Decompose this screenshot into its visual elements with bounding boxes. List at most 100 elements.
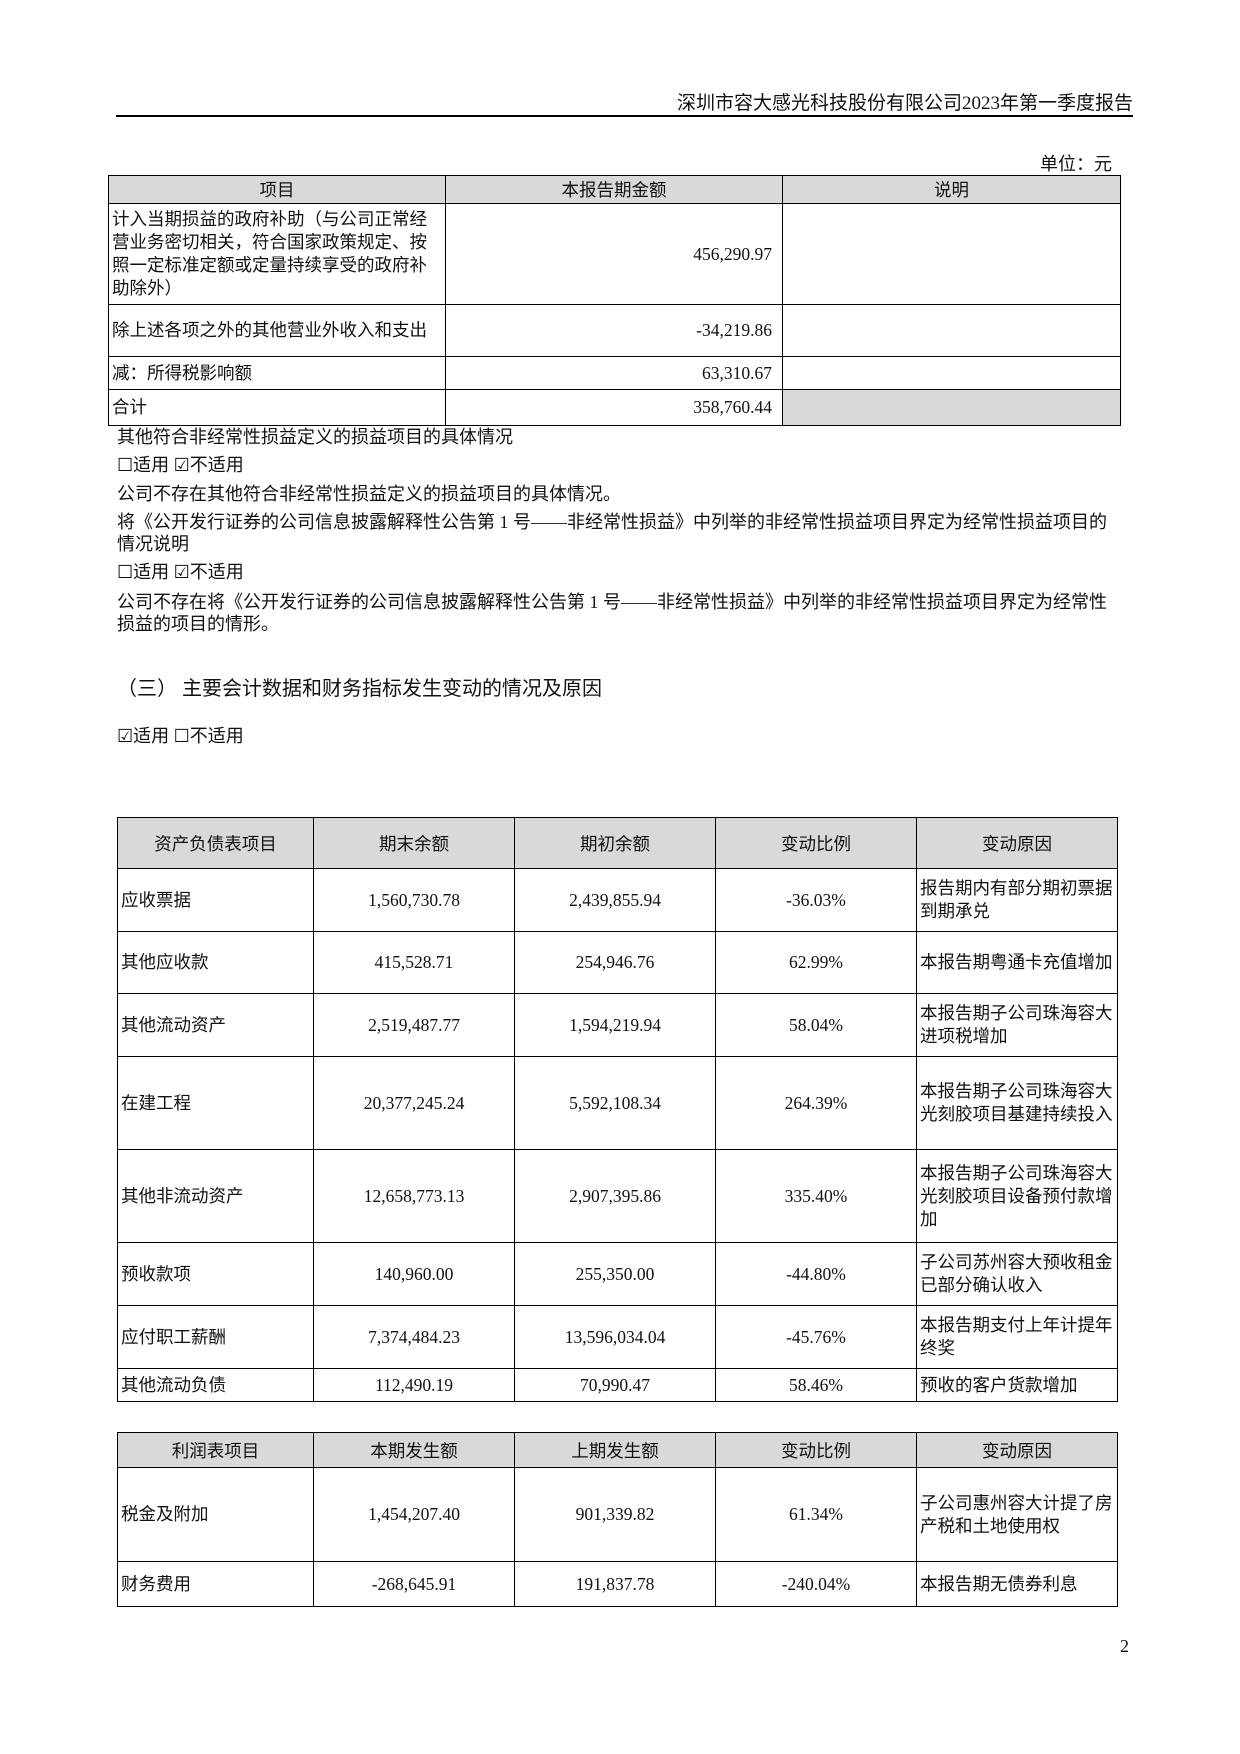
column-header: 变动比例 [715, 817, 917, 869]
cell-reason: 报告期内有部分期初票据到期承兑 [916, 868, 1118, 932]
cell-item: 其他非流动资产 [117, 1149, 314, 1243]
paragraph: 公司不存在其他符合非经常性损益定义的损益项目的具体情况。 [117, 484, 621, 504]
table-row: 其他流动资产 2,519,487.77 1,594,219.94 58.04% 本报告期… [117, 993, 1118, 1057]
cell-ratio: -45.76% [715, 1305, 917, 1369]
cell-reason: 本报告期子公司珠海容大光刻胶项目基建持续投入 [916, 1056, 1118, 1150]
page-number: 2 [1120, 1636, 1129, 1656]
table-header-row: 项目 本报告期金额 说明 [108, 175, 1121, 204]
cell-amount: 358,760.44 [445, 389, 783, 426]
cell-end: 12,658,773.13 [313, 1149, 515, 1243]
cell-begin: 1,594,219.94 [514, 993, 716, 1057]
cell-begin: 2,907,395.86 [514, 1149, 716, 1243]
cell-ratio: 62.99% [715, 931, 917, 994]
cell-ratio: -240.04% [715, 1561, 917, 1607]
cell-item: 计入当期损益的政府补助（与公司正常经营业务密切相关，符合国家政策规定、按照一定标… [108, 203, 446, 305]
column-header: 资产负债表项目 [117, 817, 314, 869]
paragraph: 将《公开发行证券的公司信息披露解释性公告第 1 号——非经常性损益》中列举的非经… [117, 512, 1107, 554]
table-row: 预收款项 140,960.00 255,350.00 -44.80% 子公司苏州容大预收… [117, 1242, 1118, 1306]
cell-amount: 63,310.67 [445, 356, 783, 390]
cell-ratio: 61.34% [715, 1467, 917, 1562]
income-statement-change-table: 利润表项目 本期发生额 上期发生额 变动比例 变动原因 税金及附加 1,454,2… [117, 1432, 1118, 1607]
table-row: 减：所得税影响额 63,310.67 [108, 356, 1121, 390]
table-row: 应收票据 1,560,730.78 2,439,855.94 -36.03% 报告期内有… [117, 868, 1118, 932]
cell-note [782, 203, 1121, 305]
table-row: 财务费用 -268,645.91 191,837.78 -240.04% 本报告期无债券… [117, 1561, 1118, 1607]
column-header: 变动比例 [715, 1432, 917, 1468]
applicability-checkbox: ☑适用 ☐不适用 [117, 726, 244, 746]
cell-begin: 901,339.82 [514, 1467, 716, 1562]
cell-note [782, 356, 1121, 390]
column-header: 说明 [782, 175, 1121, 204]
cell-item: 合计 [108, 389, 446, 426]
cell-ratio: 58.46% [715, 1368, 917, 1402]
column-header: 变动原因 [916, 817, 1118, 869]
cell-item: 财务费用 [117, 1561, 314, 1607]
table-header-row: 利润表项目 本期发生额 上期发生额 变动比例 变动原因 [117, 1432, 1118, 1468]
cell-item: 税金及附加 [117, 1467, 314, 1562]
table-row: 税金及附加 1,454,207.40 901,339.82 61.34% 子公司惠州容大… [117, 1467, 1118, 1562]
column-header: 变动原因 [916, 1432, 1118, 1468]
cell-reason: 本报告期子公司珠海容大光刻胶项目设备预付款增加 [916, 1149, 1118, 1243]
cell-reason: 本报告期支付上年计提年终奖 [916, 1305, 1118, 1369]
cell-reason: 本报告期子公司珠海容大进项税增加 [916, 993, 1118, 1057]
cell-ratio: -36.03% [715, 868, 917, 932]
cell-item: 预收款项 [117, 1242, 314, 1306]
cell-reason: 本报告期粤通卡充值增加 [916, 931, 1118, 994]
cell-item: 其他流动负债 [117, 1368, 314, 1402]
cell-begin: 70,990.47 [514, 1368, 716, 1402]
cell-ratio: -44.80% [715, 1242, 917, 1306]
paragraph: 公司不存在将《公开发行证券的公司信息披露解释性公告第 1 号——非经常性损益》中… [117, 592, 1107, 634]
cell-item: 其他应收款 [117, 931, 314, 994]
table-total-row: 合计 358,760.44 [108, 389, 1121, 426]
applicability-checkbox: ☐适用 ☑不适用 [117, 455, 244, 475]
cell-end: 20,377,245.24 [313, 1056, 515, 1150]
column-header: 本期发生额 [313, 1432, 515, 1468]
paragraph: 其他符合非经常性损益定义的损益项目的具体情况 [117, 427, 513, 447]
cell-ratio: 58.04% [715, 993, 917, 1057]
cell-note [782, 389, 1121, 426]
cell-begin: 254,946.76 [514, 931, 716, 994]
table-row: 在建工程 20,377,245.24 5,592,108.34 264.39% 本报告期… [117, 1056, 1118, 1150]
cell-end: 7,374,484.23 [313, 1305, 515, 1369]
cell-begin: 191,837.78 [514, 1561, 716, 1607]
cell-item: 应收票据 [117, 868, 314, 932]
cell-amount: -34,219.86 [445, 304, 783, 357]
document-header: 深圳市容大感光科技股份有限公司2023年第一季度报告 [676, 93, 1133, 114]
table-row: 其他应收款 415,528.71 254,946.76 62.99% 本报告期粤通卡充值… [117, 931, 1118, 994]
header-divider [116, 115, 1133, 117]
cell-reason: 预收的客户货款增加 [916, 1368, 1118, 1402]
table-row: 其他流动负债 112,490.19 70,990.47 58.46% 预收的客户货款增加 [117, 1368, 1118, 1402]
column-header: 项目 [108, 175, 446, 204]
table-row: 应付职工薪酬 7,374,484.23 13,596,034.04 -45.76% 本报… [117, 1305, 1118, 1369]
table-row: 计入当期损益的政府补助（与公司正常经营业务密切相关，符合国家政策规定、按照一定标… [108, 203, 1121, 305]
section-title: （三） 主要会计数据和财务指标发生变动的情况及原因 [117, 678, 602, 700]
cell-item: 减：所得税影响额 [108, 356, 446, 390]
cell-reason: 本报告期无债券利息 [916, 1561, 1118, 1607]
cell-end: 1,454,207.40 [313, 1467, 515, 1562]
table-row: 除上述各项之外的其他营业外收入和支出 -34,219.86 [108, 304, 1121, 357]
cell-ratio: 264.39% [715, 1056, 917, 1150]
cell-begin: 5,592,108.34 [514, 1056, 716, 1150]
table-header-row: 资产负债表项目 期末余额 期初余额 变动比例 变动原因 [117, 817, 1118, 869]
cell-end: 2,519,487.77 [313, 993, 515, 1057]
cell-end: 1,560,730.78 [313, 868, 515, 932]
cell-item: 在建工程 [117, 1056, 314, 1150]
cell-amount: 456,290.97 [445, 203, 783, 305]
cell-item: 除上述各项之外的其他营业外收入和支出 [108, 304, 446, 357]
cell-item: 应付职工薪酬 [117, 1305, 314, 1369]
column-header: 利润表项目 [117, 1432, 314, 1468]
table-row: 其他非流动资产 12,658,773.13 2,907,395.86 335.40% 本… [117, 1149, 1118, 1243]
balance-sheet-change-table: 资产负债表项目 期末余额 期初余额 变动比例 变动原因 应收票据 1,560,73… [117, 817, 1118, 1402]
cell-end: 415,528.71 [313, 931, 515, 994]
column-header: 期末余额 [313, 817, 515, 869]
cell-reason: 子公司惠州容大计提了房产税和土地使用权 [916, 1467, 1118, 1562]
cell-note [782, 304, 1121, 357]
column-header: 期初余额 [514, 817, 716, 869]
nonrecurring-table: 项目 本报告期金额 说明 计入当期损益的政府补助（与公司正常经营业务密切相关，符… [108, 175, 1121, 426]
cell-end: 112,490.19 [313, 1368, 515, 1402]
cell-begin: 13,596,034.04 [514, 1305, 716, 1369]
cell-begin: 2,439,855.94 [514, 868, 716, 932]
column-header: 上期发生额 [514, 1432, 716, 1468]
cell-end: -268,645.91 [313, 1561, 515, 1607]
unit-label: 单位：元 [1040, 154, 1112, 174]
